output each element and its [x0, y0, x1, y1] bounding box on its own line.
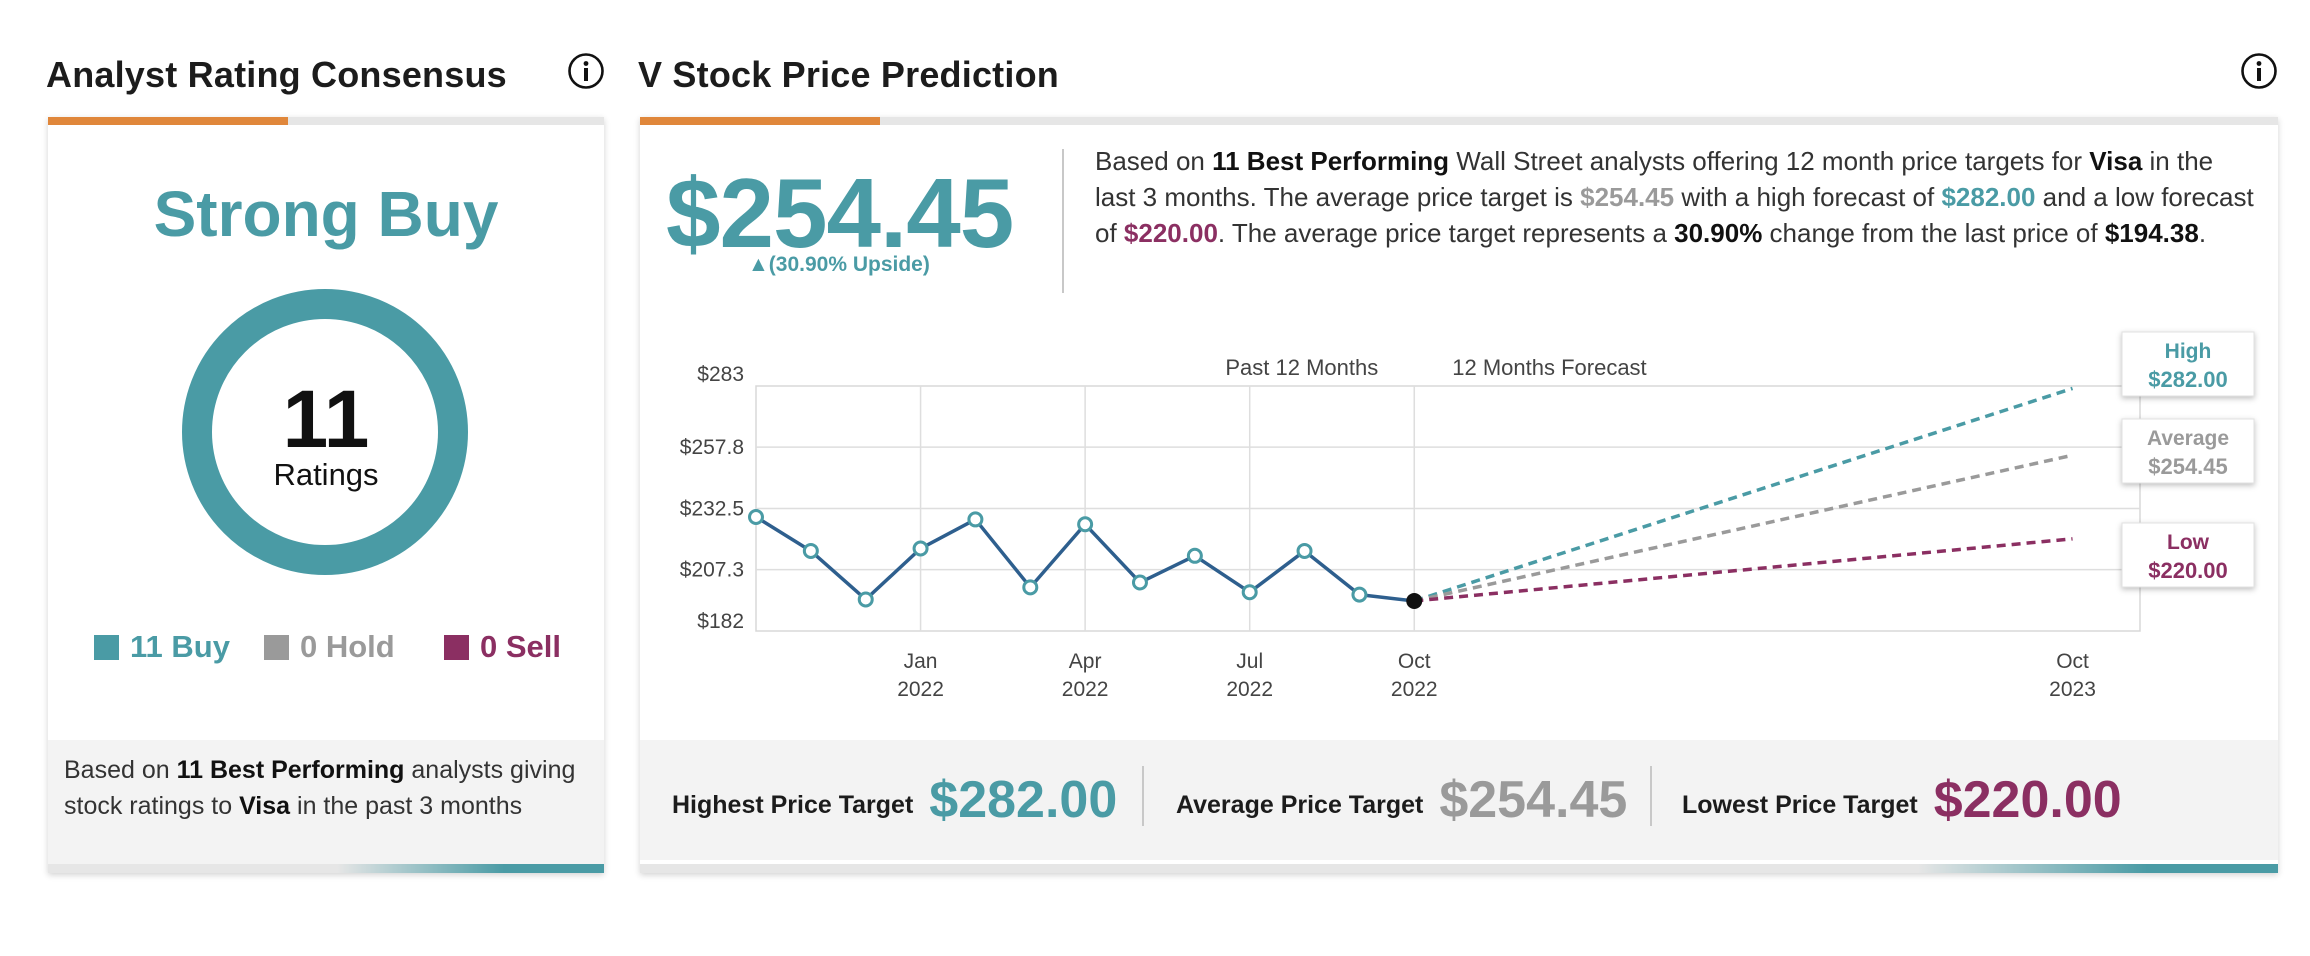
highest-target-label: Highest Price Target [672, 790, 914, 819]
forecast-callout-average: Average $254.45 [2121, 418, 2255, 484]
callout-name: Low [2167, 531, 2210, 554]
legend-buy: 11 Buy [94, 629, 230, 665]
price-history-point [967, 511, 984, 528]
callout-value: $254.45 [2148, 454, 2228, 479]
callout-box [2121, 522, 2255, 588]
average-target-value: $254.45 [1439, 771, 1628, 829]
price-history-point [1077, 516, 1094, 533]
summary-divider [1062, 149, 1064, 293]
info-icon[interactable] [2240, 52, 2278, 90]
buy-swatch [94, 634, 119, 660]
x-tick-year: 2022 [1391, 678, 1438, 701]
target-divider [1650, 766, 1652, 826]
forecast-callout-high: High $282.00 [2121, 331, 2255, 397]
callout-value: $282.00 [2148, 367, 2228, 392]
callout-value: $220.00 [2148, 558, 2228, 583]
upside-percent: ▲(30.90% Upside) [748, 253, 930, 276]
analyst-rating-card: Strong Buy 11 Ratings 11 Buy 0 Hold 0 Se… [48, 117, 604, 873]
price-history-point [1186, 547, 1203, 564]
callout-box [2121, 331, 2255, 397]
price-history-point [1351, 586, 1368, 603]
x-tick-month: Oct [2056, 650, 2089, 673]
last-price-point [1406, 592, 1423, 609]
x-tick-year: 2022 [897, 678, 944, 701]
callout-box [2121, 418, 2255, 484]
price-history-point [802, 542, 819, 559]
price-prediction-chart: $283 $257.8 $232.5 $207.3 $182 Jan 2022 Apr 2022… [680, 331, 2255, 701]
highest-target-value: $282.00 [929, 771, 1118, 829]
y-tick-label: $283 [697, 363, 744, 386]
price-history-point [748, 508, 764, 525]
past-12-months-label: Past 12 Months [1225, 355, 1378, 380]
x-tick-year: 2023 [2049, 678, 2096, 701]
ratings-count: 11 [282, 374, 370, 465]
x-tick-month: Jul [1236, 650, 1263, 673]
price-history-point [857, 591, 874, 608]
average-price-target: $254.45 [666, 158, 1014, 268]
target-divider [1142, 766, 1144, 826]
x-tick-year: 2022 [1062, 678, 1109, 701]
lowest-target-label: Lowest Price Target [1682, 790, 1918, 819]
rating-footnote: Based on 11 Best Performing analysts giv… [48, 740, 604, 870]
y-tick-label: $207.3 [680, 559, 744, 582]
forecast-line-high [1413, 386, 2074, 603]
hold-swatch [264, 634, 289, 660]
y-tick-label: $232.5 [680, 498, 744, 521]
price-history-point [912, 540, 929, 557]
callout-name: High [2165, 340, 2212, 363]
price-targets-strip: Highest Price Target $282.00 Average Pri… [640, 740, 2278, 860]
forecast-line-average [1413, 453, 2073, 603]
price-history-point [1022, 579, 1039, 596]
highest-price-target: Highest Price Target $282.00 [672, 740, 1117, 860]
y-tick-label: $257.8 [680, 436, 744, 459]
lowest-price-target: Lowest Price Target $220.00 [1682, 740, 2122, 860]
y-tick-label: $182 [697, 610, 744, 633]
x-tick-year: 2022 [1226, 678, 1273, 701]
price-history-point [1131, 574, 1148, 591]
forecast-label: 12 Months Forecast [1452, 355, 1646, 380]
card-top-bar [48, 117, 604, 125]
info-icon[interactable] [567, 52, 605, 90]
ratings-legend: 11 Buy 0 Hold 0 Sell [48, 629, 604, 669]
consensus-label: Strong Buy [153, 178, 499, 250]
lowest-target-value: $220.00 [1933, 771, 2122, 829]
price-prediction-title: V Stock Price Prediction [638, 54, 1059, 95]
legend-hold: 0 Hold [264, 629, 395, 665]
legend-sell-label: 0 Sell [480, 629, 561, 664]
average-price-target-item: Average Price Target $254.45 [1176, 740, 1627, 860]
average-target-label: Average Price Target [1176, 790, 1424, 819]
price-history-point [1241, 584, 1258, 601]
card-bottom-bar [640, 864, 2278, 873]
legend-buy-label: 11 Buy [130, 629, 230, 664]
x-tick-month: Apr [1069, 650, 1102, 673]
sell-swatch [444, 634, 469, 660]
card-bottom-bar [48, 864, 604, 873]
legend-hold-label: 0 Hold [300, 629, 395, 664]
price-prediction-card: $254.45 ▲(30.90% Upside) Based on 11 Bes… [640, 117, 2278, 873]
callout-name: Average [2147, 427, 2229, 450]
forecast-summary: Based on 11 Best Performing Wall Street … [1095, 146, 2254, 248]
ratings-label: Ratings [273, 457, 379, 492]
analyst-rating-title: Analyst Rating Consensus [46, 54, 507, 95]
card-top-bar [640, 117, 2278, 125]
forecast-line-low [1414, 537, 2073, 603]
forecast-callout-low: Low $220.00 [2121, 522, 2255, 588]
legend-sell: 0 Sell [444, 629, 561, 665]
ratings-donut [182, 289, 468, 575]
x-tick-month: Oct [1398, 650, 1431, 673]
x-tick-month: Jan [904, 650, 938, 673]
price-history-point [1296, 542, 1313, 559]
